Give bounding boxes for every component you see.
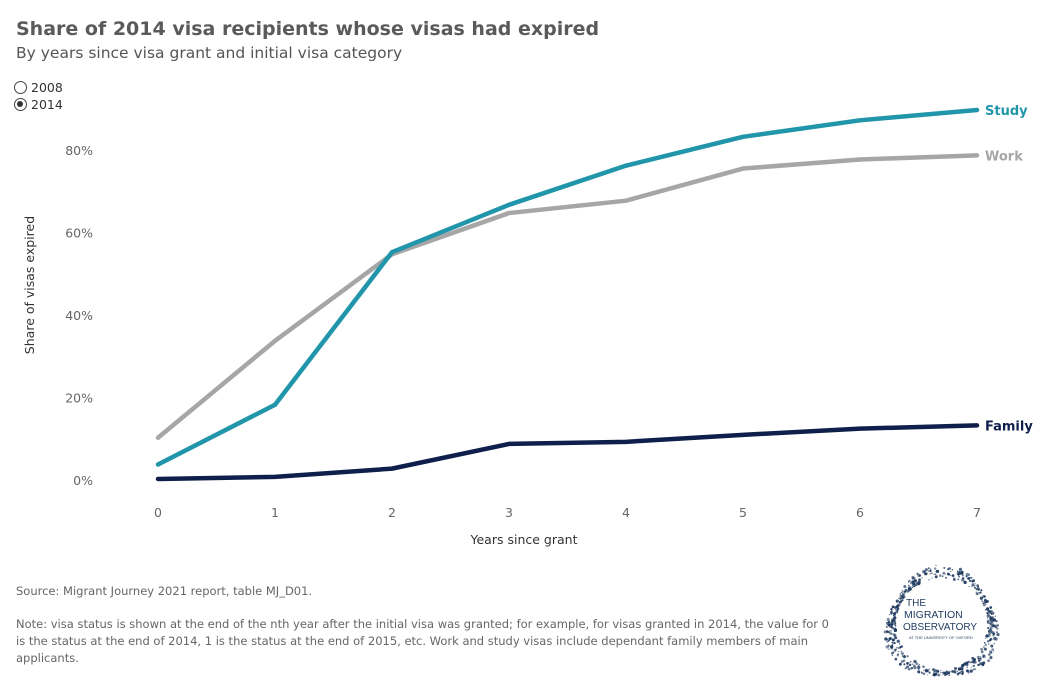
year-option-2008[interactable]: 2008: [14, 79, 63, 96]
year-option-2014[interactable]: 2014: [14, 96, 63, 113]
y-axis: 0% 20% 40% 60% 80%: [65, 143, 93, 488]
y-tick-label: 20%: [65, 391, 93, 406]
chart-subtitle: By years since visa grant and initial vi…: [16, 44, 403, 62]
year-option-label: 2008: [31, 80, 63, 95]
series-label-study: Study: [985, 104, 1028, 119]
radio-unchecked-icon[interactable]: [14, 81, 27, 94]
logo-dot-ring: [883, 564, 1000, 677]
y-tick-label: 60%: [65, 226, 93, 241]
y-tick-label: 80%: [65, 143, 93, 158]
x-tick-label: 1: [271, 505, 279, 520]
note-text: Note: visa status is shown at the end of…: [16, 617, 830, 665]
x-axis-label: Years since grant: [470, 532, 578, 547]
x-tick-label: 5: [739, 505, 747, 520]
x-tick-label: 3: [505, 505, 513, 520]
series-labels: Work Study Family: [985, 104, 1033, 434]
chart-title: Share of 2014 visa recipients whose visa…: [16, 18, 600, 40]
x-axis: 0 1 2 3 4 5 6 7: [154, 505, 981, 520]
logo-line: AT THE UNIVERSITY OF OXFORD: [909, 635, 973, 640]
y-tick-label: 0%: [73, 473, 93, 488]
radio-checked-icon[interactable]: [14, 98, 27, 111]
series-label-work: Work: [985, 149, 1023, 164]
x-tick-label: 6: [856, 505, 864, 520]
logo-line: OBSERVATORY: [903, 622, 977, 633]
x-tick-label: 4: [622, 505, 630, 520]
y-tick-label: 40%: [65, 308, 93, 323]
year-selector: 2008 2014: [14, 79, 63, 113]
series-line-study[interactable]: [155, 107, 980, 467]
migration-observatory-logo: THE MIGRATION OBSERVATORY AT THE UNIVERS…: [883, 564, 1000, 677]
series-lines: [155, 107, 980, 482]
y-axis-label: Share of visas expired: [22, 216, 37, 354]
x-tick-label: 0: [154, 505, 162, 520]
x-tick-label: 2: [388, 505, 396, 520]
x-tick-label: 7: [973, 505, 981, 520]
logo-line: THE: [906, 598, 926, 609]
year-option-label: 2014: [31, 97, 63, 112]
logo-line: MIGRATION: [904, 609, 963, 621]
series-line-family[interactable]: [155, 423, 980, 482]
series-line-work[interactable]: [155, 153, 980, 440]
source-text: Source: Migrant Journey 2021 report, tab…: [16, 584, 313, 598]
line-chart: 0% 20% 40% 60% 80% 0 1 2 3 4 5 6 7 Share of visas e…: [22, 104, 1033, 547]
series-label-family: Family: [985, 419, 1033, 434]
